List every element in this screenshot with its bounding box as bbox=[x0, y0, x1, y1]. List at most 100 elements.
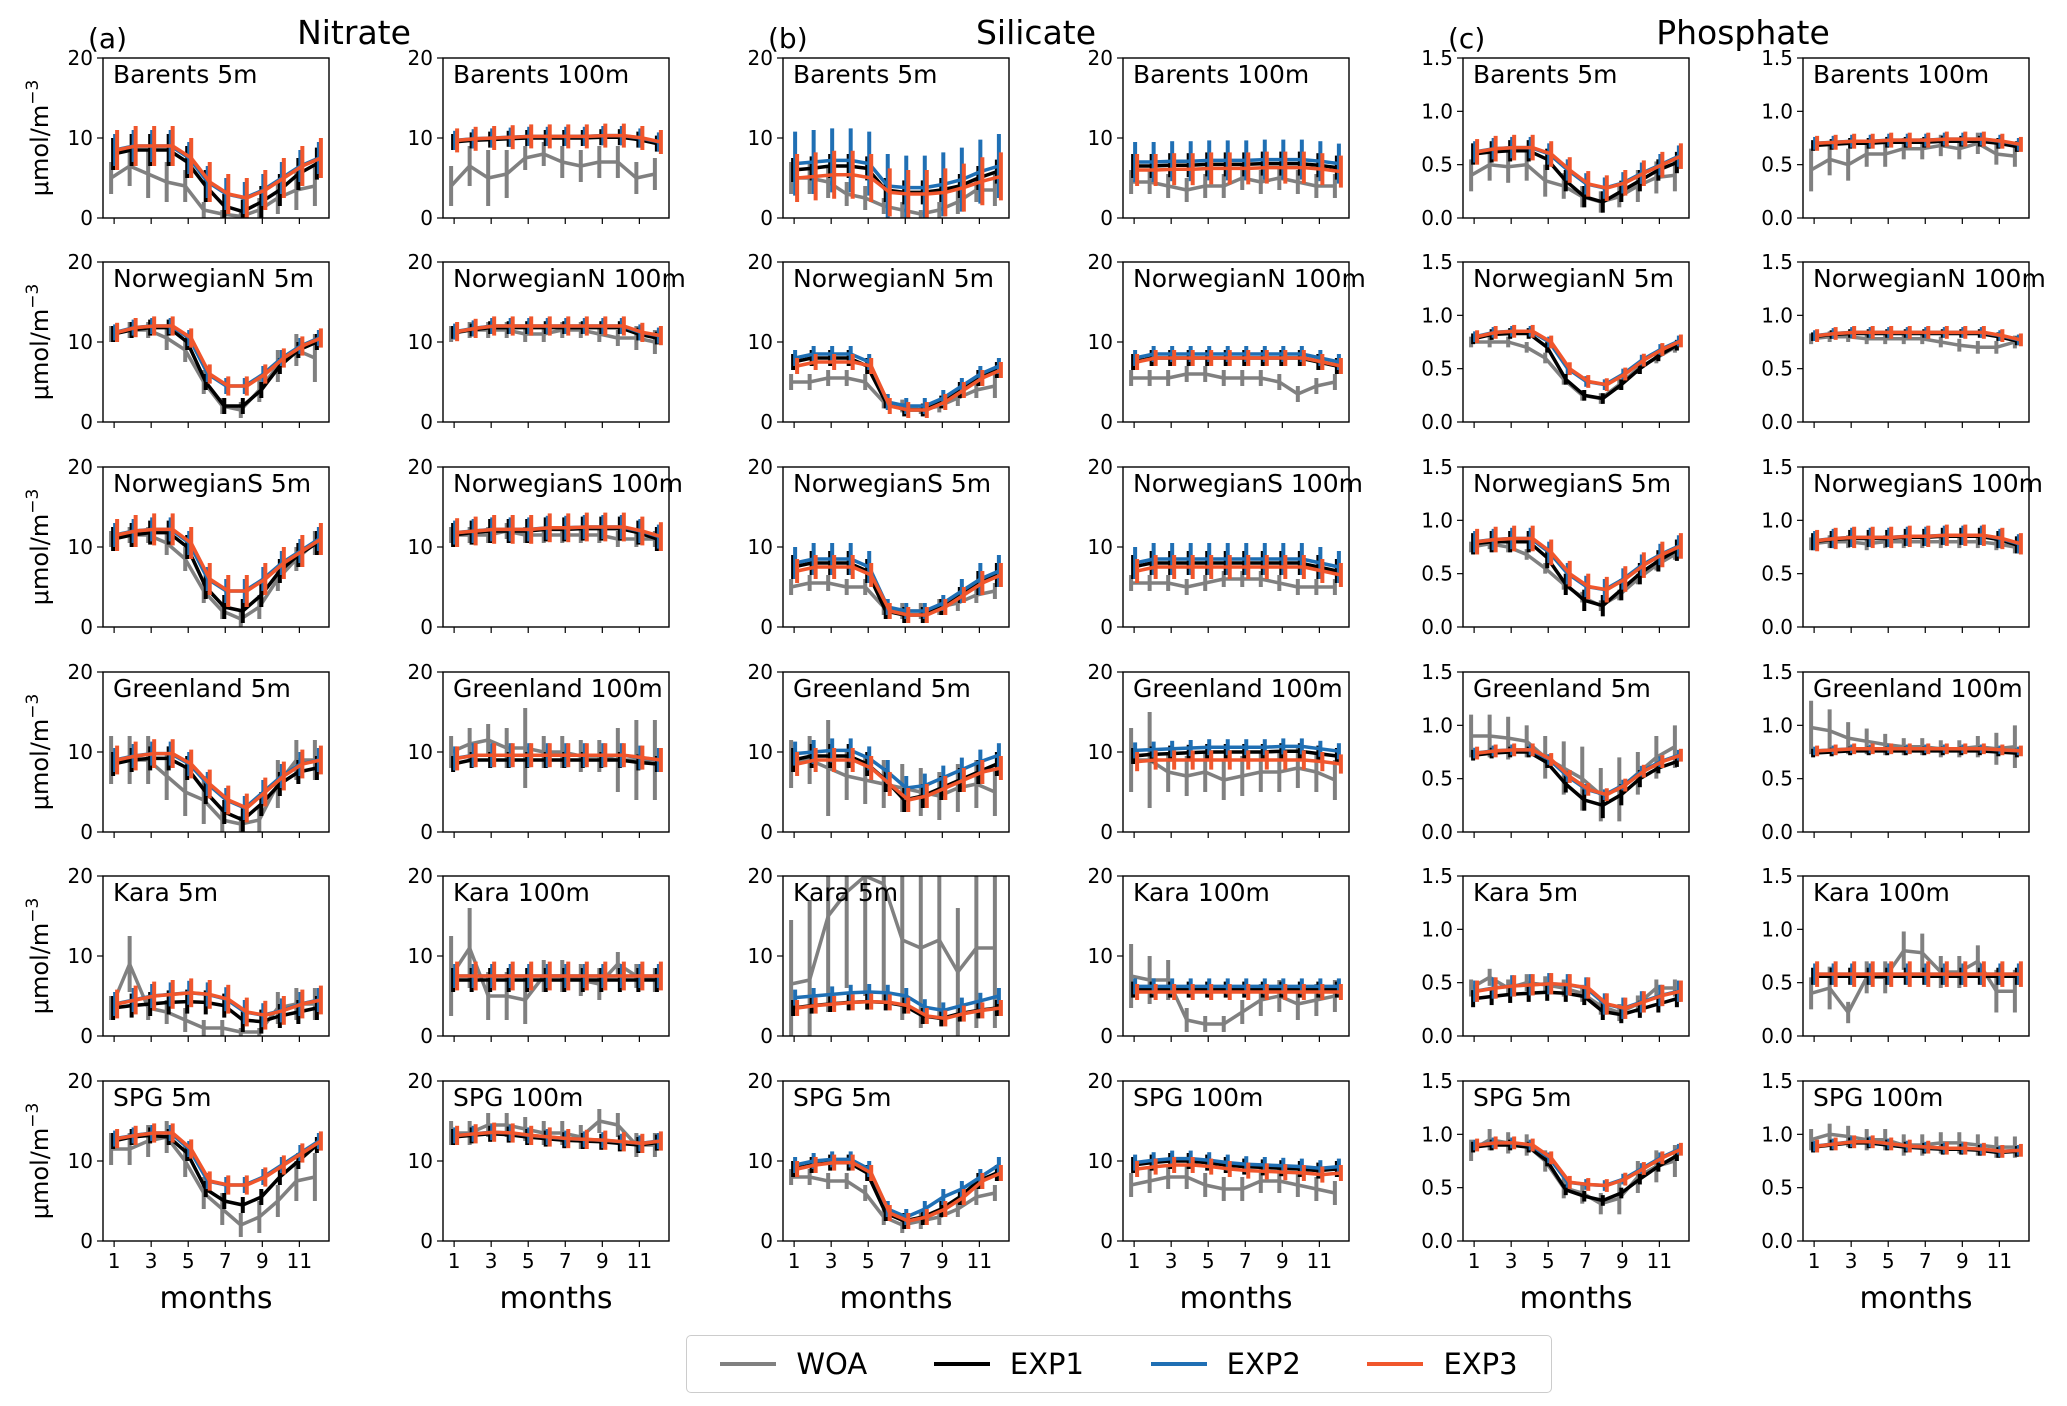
panel-frame bbox=[1462, 57, 1690, 219]
y-tick-label: 20 bbox=[408, 864, 433, 888]
y-tick-label: 10 bbox=[748, 126, 773, 150]
y-tick-label: 10 bbox=[408, 740, 433, 764]
series-exp3 bbox=[1135, 1157, 1343, 1183]
series-line bbox=[1816, 1140, 2022, 1154]
series-line bbox=[1130, 1175, 1336, 1195]
y-tick-label: 20 bbox=[748, 660, 773, 684]
x-tick-label: 1 bbox=[1808, 1249, 1821, 1273]
series-woa bbox=[109, 322, 317, 418]
panel-r4-c3: 0 10 20 Greenland 5m bbox=[748, 660, 1010, 844]
panel-r4-c6: 0.0 0.5 1.0 1.5 Greenland 100m bbox=[1761, 660, 2030, 844]
x-tick-label: 11 bbox=[287, 1249, 312, 1273]
y-axis-label: μmol/m−3 bbox=[23, 489, 54, 606]
series-exp3 bbox=[1135, 151, 1343, 188]
series-line bbox=[796, 758, 1002, 802]
y-tick-label: 1.0 bbox=[1761, 99, 1793, 123]
plot-area bbox=[1129, 712, 1343, 808]
plot-area bbox=[109, 936, 323, 1036]
y-tick-label: 10 bbox=[1088, 330, 1113, 354]
panel-r2-c3: 0 10 20 NorwegianN 5m bbox=[748, 250, 1010, 434]
plot-area bbox=[1129, 346, 1343, 402]
x-tick-label: 5 bbox=[522, 1249, 535, 1273]
panel-frame bbox=[1802, 1080, 2030, 1242]
legend-label-woa: WOA bbox=[796, 1347, 868, 1381]
series-exp2 bbox=[793, 543, 1001, 619]
series-exp3 bbox=[115, 513, 323, 607]
y-tick-label: 10 bbox=[1088, 944, 1113, 968]
y-tick-label: 0.5 bbox=[1421, 971, 1453, 995]
legend-swatch-woa bbox=[720, 1362, 777, 1366]
series-line bbox=[456, 753, 662, 762]
y-tick-label: 20 bbox=[1088, 660, 1113, 684]
y-tick-label: 10 bbox=[1088, 1149, 1113, 1173]
panel-title: Greenland 5m bbox=[793, 674, 971, 703]
series-line bbox=[116, 144, 322, 200]
panel-r6-c5: 0.0 0.5 1.0 1.5 1 3 5 7 9 11 SPG 5m months bbox=[1421, 1069, 1690, 1316]
plot-area bbox=[1469, 1129, 1683, 1215]
plot-area bbox=[449, 708, 663, 800]
panel-title: NorwegianN 5m bbox=[793, 264, 994, 293]
y-tick-label: 1.5 bbox=[1761, 250, 1793, 274]
series-exp3 bbox=[795, 555, 1003, 623]
y-tick-label: 20 bbox=[748, 1069, 773, 1093]
y-tick-label: 1.0 bbox=[1421, 1122, 1453, 1146]
series-line bbox=[116, 324, 322, 388]
panel-r5-c2: 0 10 20 Kara 100m bbox=[408, 864, 670, 1048]
x-axis-label: months bbox=[500, 1281, 613, 1316]
y-tick-label: 1.0 bbox=[1761, 303, 1793, 327]
x-tick-label: 3 bbox=[485, 1249, 498, 1273]
series-exp3 bbox=[1815, 743, 2023, 757]
series-line bbox=[1137, 165, 1342, 174]
y-tick-label: 1.5 bbox=[1761, 864, 1793, 888]
y-tick-label: 0 bbox=[760, 615, 773, 639]
y-tick-label: 1.0 bbox=[1421, 917, 1453, 941]
panel-title: NorwegianN 5m bbox=[1473, 264, 1674, 293]
series-exp3 bbox=[1815, 524, 2023, 555]
y-tick-label: 10 bbox=[1088, 740, 1113, 764]
panel-r4-c4: 0 10 20 Greenland 100m bbox=[1088, 660, 1350, 844]
plot-area bbox=[1469, 525, 1683, 617]
x-tick-label: 5 bbox=[182, 1249, 195, 1273]
panel-r3-c6: 0.0 0.5 1.0 1.5 NorwegianS 100m bbox=[1761, 455, 2043, 639]
y-tick-label: 1.0 bbox=[1761, 713, 1793, 737]
panel-title: NorwegianS 100m bbox=[1133, 469, 1363, 498]
series-line bbox=[1131, 176, 1335, 192]
series-line bbox=[112, 325, 318, 408]
panel-r3-c1: 0 10 20 NorwegianS 5m μmol/m−3 bbox=[23, 455, 330, 639]
series-line bbox=[1130, 974, 1336, 1026]
series-line bbox=[1131, 577, 1335, 589]
y-tick-label: 1.5 bbox=[1421, 455, 1453, 479]
x-axis-label: months bbox=[160, 1281, 273, 1316]
y-tick-label: 0.0 bbox=[1421, 615, 1453, 639]
series-exp1 bbox=[1471, 328, 1679, 404]
y-tick-label: 0.0 bbox=[1421, 820, 1453, 844]
y-tick-label: 1.0 bbox=[1761, 508, 1793, 532]
plot-area bbox=[449, 316, 663, 354]
panel-r4-c5: 0.0 0.5 1.0 1.5 Greenland 5m bbox=[1421, 660, 1690, 844]
y-tick-label: 0 bbox=[420, 1024, 433, 1048]
series-line bbox=[116, 527, 322, 593]
series-line bbox=[1476, 536, 1682, 592]
y-tick-label: 0.5 bbox=[1421, 767, 1453, 791]
panel-r1-c3: 0 10 20 Barents 5m bbox=[748, 46, 1010, 230]
series-exp3 bbox=[455, 1122, 663, 1153]
x-tick-label: 3 bbox=[1165, 1249, 1178, 1273]
series-exp1 bbox=[451, 1125, 659, 1153]
series-exp3 bbox=[1815, 1135, 2023, 1158]
series-exp3 bbox=[455, 961, 663, 991]
panel-title: Greenland 5m bbox=[113, 674, 291, 703]
series-exp3 bbox=[115, 1123, 323, 1195]
y-tick-label: 0.0 bbox=[1421, 410, 1453, 434]
y-tick-label: 0.0 bbox=[1761, 206, 1793, 230]
panel-title: Greenland 100m bbox=[1133, 674, 1343, 703]
panel-title: Kara 100m bbox=[1133, 878, 1270, 907]
plot-area bbox=[1809, 931, 2023, 1024]
panel-title: Kara 5m bbox=[793, 878, 898, 907]
y-tick-label: 0 bbox=[420, 206, 433, 230]
panel-frame bbox=[1802, 57, 2030, 219]
y-tick-label: 1.5 bbox=[1421, 1069, 1453, 1093]
series-line bbox=[1136, 356, 1342, 368]
series-exp1 bbox=[1811, 967, 2019, 985]
series-line bbox=[111, 1135, 316, 1227]
plot-area bbox=[449, 123, 663, 206]
